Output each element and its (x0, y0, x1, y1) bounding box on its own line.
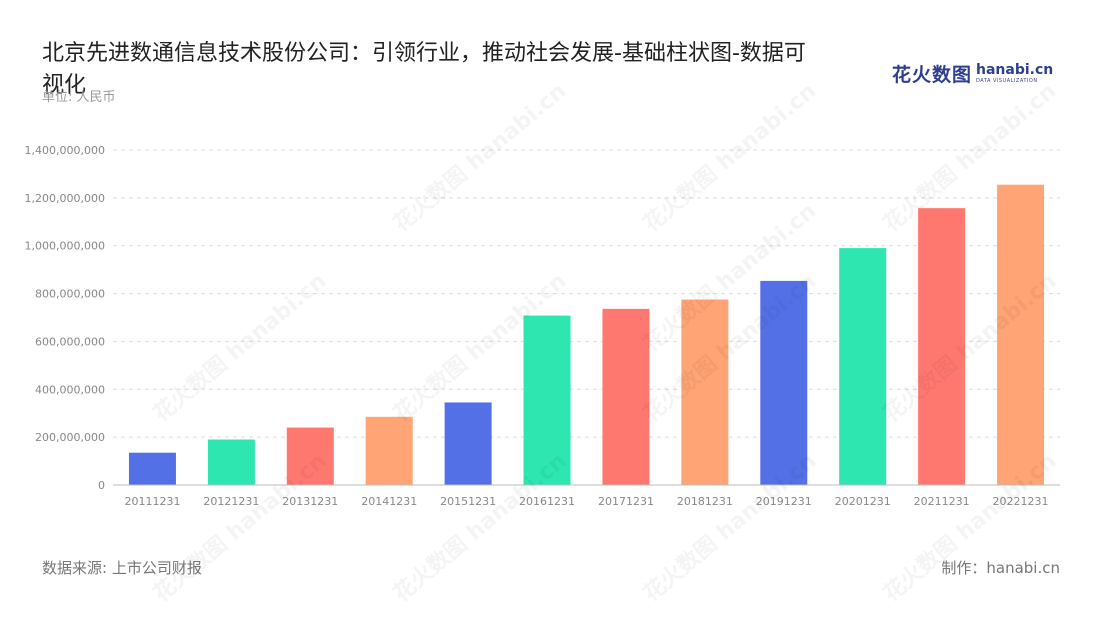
hanabi-logo: 花火数图 hanabi.cn DATA VISUALIZATION (892, 60, 1053, 86)
y-tick-label: 200,000,000 (35, 431, 105, 444)
bar-20151231[interactable] (444, 402, 492, 485)
bar-20161231[interactable] (523, 315, 571, 485)
x-tick-label: 20141231 (361, 495, 417, 508)
data-source: 数据来源: 上市公司财报 (42, 559, 202, 577)
bar-20141231[interactable] (365, 416, 413, 485)
x-tick-label: 20221231 (993, 495, 1049, 508)
bar-20191231[interactable] (760, 280, 808, 485)
y-tick-label: 400,000,000 (35, 383, 105, 396)
x-tick-label: 20131231 (282, 495, 338, 508)
y-tick-label: 0 (98, 479, 105, 492)
x-tick-label: 20171231 (598, 495, 654, 508)
logo-en-text: hanabi.cn (976, 61, 1054, 78)
x-tick-label: 20121231 (203, 495, 259, 508)
x-tick-label: 20151231 (440, 495, 496, 508)
grid-lines (113, 149, 1060, 438)
bar-20171231[interactable] (602, 308, 650, 485)
logo-sub-text: DATA VISUALIZATION (976, 77, 1038, 84)
y-tick-label: 600,000,000 (35, 335, 105, 348)
unit-label: 单位: 人民币 (42, 90, 116, 105)
x-axis-ticks: 20111231 20121231 20131231 20141231 20151231… (124, 495, 1048, 508)
x-tick-label: 20111231 (124, 495, 180, 508)
y-axis-ticks: 0 200,000,000 400,000,000 600,000,000 800,00… (25, 144, 105, 492)
chart-title: 北京先进数通信息技术股份公司：引领行业，推动社会发展-基础柱状图-数据可视化 (42, 41, 806, 98)
logo-cn-text: 花火数图 (892, 63, 973, 86)
bar-20121231[interactable] (207, 439, 255, 485)
x-tick-label: 20161231 (519, 495, 575, 508)
x-tick-label: 20201231 (835, 495, 891, 508)
maker-credit: 制作：hanabi.cn (941, 559, 1060, 577)
x-tick-label: 20191231 (756, 495, 812, 508)
x-tick-label: 20211231 (914, 495, 970, 508)
bar-20221231[interactable] (997, 184, 1045, 486)
y-tick-label: 1,000,000,000 (25, 240, 105, 253)
bar-20181231[interactable] (681, 299, 729, 485)
y-tick-label: 1,200,000,000 (25, 192, 105, 205)
bar-20201231[interactable] (839, 248, 887, 485)
bar-20131231[interactable] (286, 427, 334, 485)
bars (128, 184, 1045, 486)
bar-20211231[interactable] (918, 208, 966, 485)
bar-20111231[interactable] (128, 452, 176, 485)
y-tick-label: 1,400,000,000 (25, 144, 105, 157)
y-tick-label: 800,000,000 (35, 288, 105, 301)
x-tick-label: 20181231 (677, 495, 733, 508)
